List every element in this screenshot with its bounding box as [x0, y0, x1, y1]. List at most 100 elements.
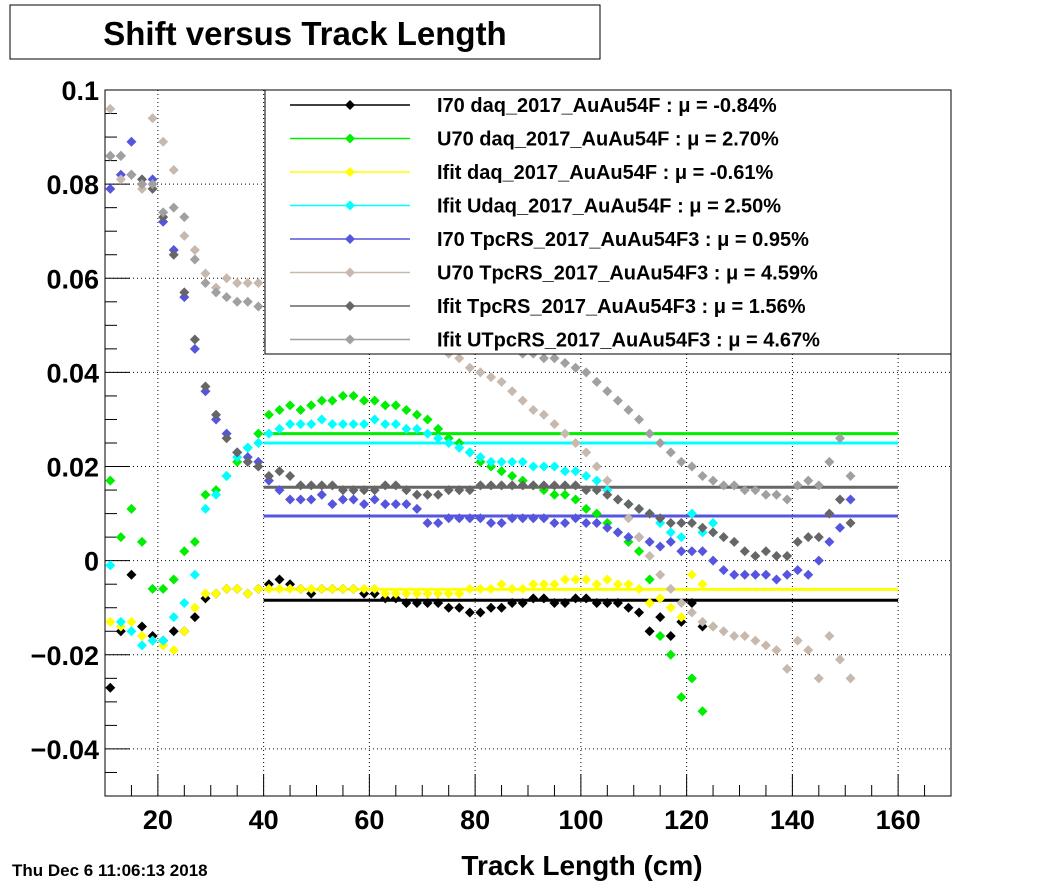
data-point [285, 470, 296, 481]
data-point [697, 470, 708, 481]
chart-title: Shift versus Track Length [103, 15, 506, 52]
data-point [411, 489, 422, 500]
data-point [115, 150, 126, 161]
data-point [602, 598, 613, 609]
data-point [771, 574, 782, 585]
data-point [337, 419, 348, 430]
data-point [422, 518, 433, 529]
data-point [137, 640, 148, 651]
data-point [676, 692, 687, 703]
data-point [655, 513, 666, 524]
data-point [189, 569, 200, 580]
data-point [591, 461, 602, 472]
data-point [760, 489, 771, 500]
data-point [168, 612, 179, 623]
data-point [433, 588, 444, 599]
data-point [200, 489, 211, 500]
data-point [676, 532, 687, 543]
data-point [517, 583, 528, 594]
data-point [686, 546, 697, 557]
data-point [517, 456, 528, 467]
data-point [475, 480, 486, 491]
data-point [581, 518, 592, 529]
data-point [686, 598, 697, 609]
data-point [232, 277, 243, 288]
data-point [549, 353, 560, 364]
data-point [369, 395, 380, 406]
data-point [115, 174, 126, 185]
data-point [845, 494, 856, 505]
data-point [327, 395, 338, 406]
data-point [496, 579, 507, 590]
data-point [496, 480, 507, 491]
data-point [337, 485, 348, 496]
data-point [295, 494, 306, 505]
data-point [137, 621, 148, 632]
data-point [697, 616, 708, 627]
data-point [507, 386, 518, 397]
data-point [337, 494, 348, 505]
data-point [401, 588, 412, 599]
data-point [200, 503, 211, 514]
data-point [708, 555, 719, 566]
data-point [464, 447, 475, 458]
data-point [295, 419, 306, 430]
data-point [433, 433, 444, 444]
data-point [581, 367, 592, 378]
data-point [316, 414, 327, 425]
data-point [623, 532, 634, 543]
data-point [665, 527, 676, 538]
data-point [433, 423, 444, 434]
data-point [147, 113, 158, 124]
data-point [306, 480, 317, 491]
data-point [845, 518, 856, 529]
data-point [760, 569, 771, 580]
title-box [9, 4, 601, 60]
data-point [179, 287, 190, 298]
data-point [570, 480, 581, 491]
legend-marker [345, 133, 355, 144]
data-point [147, 583, 158, 594]
data-point [760, 640, 771, 651]
data-point [253, 583, 264, 594]
data-point [591, 518, 602, 529]
data-point [570, 513, 581, 524]
x-tick-label: 160 [876, 805, 921, 835]
data-point [274, 574, 285, 585]
data-point [189, 245, 200, 256]
data-point [570, 438, 581, 448]
legend-label: Ifit Udaq_2017_AuAu54F : μ = 2.50% [437, 196, 781, 218]
data-point [612, 527, 623, 538]
data-point [295, 583, 306, 594]
data-point [623, 579, 634, 590]
data-point [560, 428, 571, 439]
y-tick-label: 0.08 [46, 170, 99, 200]
data-point [168, 645, 179, 656]
data-point [242, 277, 253, 288]
data-point [242, 588, 253, 599]
data-point [665, 649, 676, 660]
legend: I70 daq_2017_AuAu54F : μ = -0.84% U70 daq… [290, 95, 820, 352]
data-point [232, 296, 243, 307]
data-point [475, 452, 486, 463]
data-point [496, 518, 507, 529]
data-point [676, 612, 687, 623]
data-point [581, 447, 592, 458]
data-point [422, 588, 433, 599]
data-point [306, 419, 317, 430]
data-point [221, 470, 232, 481]
data-point [517, 513, 528, 524]
legend-marker [345, 334, 355, 345]
data-point [464, 485, 475, 496]
data-point [834, 522, 845, 533]
data-point [401, 423, 412, 434]
data-point [644, 428, 655, 439]
x-tick-label: 140 [770, 805, 815, 835]
data-point [824, 456, 835, 467]
data-point [179, 598, 190, 609]
data-point [390, 419, 401, 430]
legend-label: U70 TpcRS_2017_AuAu54F3 : μ = 4.59% [437, 263, 818, 285]
data-point [274, 485, 285, 496]
data-point [549, 598, 560, 609]
data-point [369, 583, 380, 594]
